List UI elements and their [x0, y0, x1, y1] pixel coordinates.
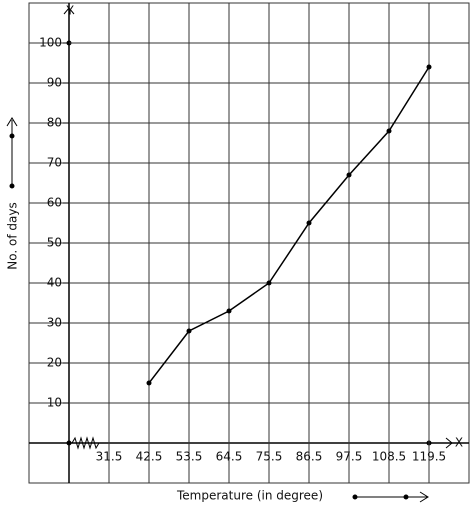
x-tick-label: 64.5	[216, 450, 243, 464]
y-axis-label: No. of days	[6, 202, 20, 269]
data-point	[306, 220, 312, 226]
x-axis-label: Temperature (in degree)	[176, 489, 323, 503]
data-point	[426, 64, 432, 70]
y-tick-label: 20	[47, 356, 62, 370]
x-tick-label: 31.5	[96, 450, 123, 464]
y-tick-label: 30	[47, 316, 62, 330]
y-tick-label: 40	[47, 276, 62, 290]
data-point	[146, 380, 152, 386]
x-axis-name: X	[455, 436, 463, 450]
y-axis-name: Y	[65, 4, 74, 18]
x-tick-label: 86.5	[296, 450, 323, 464]
y-tick-label: 10	[47, 396, 62, 410]
x-tick-label: 97.5	[336, 450, 363, 464]
y-tick-label: 60	[47, 196, 62, 210]
data-line	[148, 66, 430, 384]
data-point	[186, 328, 192, 334]
y-tick-label: 80	[47, 116, 62, 130]
y-label-arrow	[6, 117, 18, 189]
y-tick-label: 90	[47, 76, 62, 90]
x-axis-arrow	[445, 437, 453, 449]
y-tick-label: 50	[47, 236, 62, 250]
y-tick-label: 70	[47, 156, 62, 170]
y-axis-arrow	[63, 7, 75, 15]
x-label-arrow	[352, 491, 429, 503]
x-tick-label: 119.5	[412, 450, 446, 464]
y-tick-label: 100	[39, 36, 62, 50]
data-point	[266, 280, 272, 286]
x-tick-label: 108.5	[372, 450, 406, 464]
origin-dot	[66, 440, 72, 446]
x-tick-label: 75.5	[256, 450, 283, 464]
data-point	[346, 172, 352, 178]
data-point	[226, 308, 232, 314]
data-point	[386, 128, 392, 134]
axis-break	[71, 436, 100, 450]
x-tick-label: 53.5	[176, 450, 203, 464]
x-tick-label: 42.5	[136, 450, 163, 464]
